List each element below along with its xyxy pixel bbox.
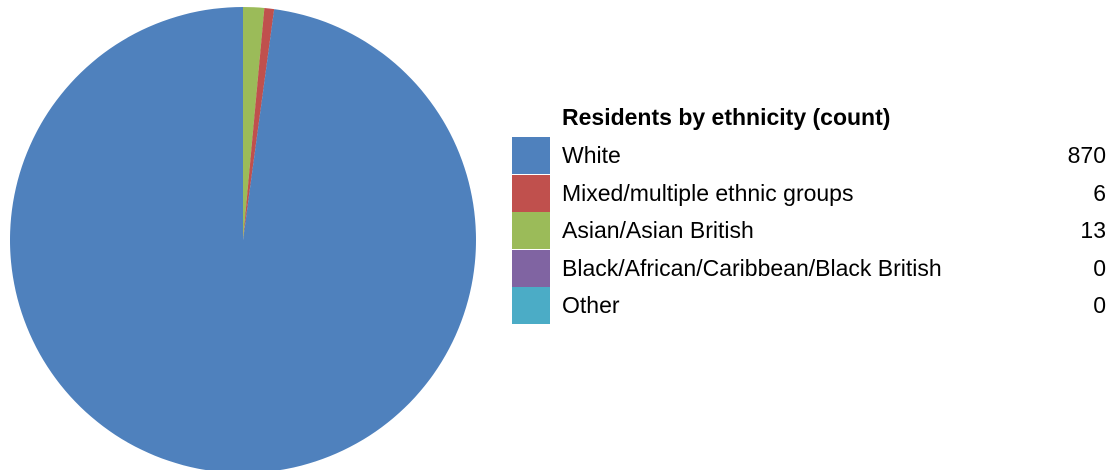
legend-value-asian: 13 <box>1080 217 1106 243</box>
legend-title: Residents by ethnicity (count) <box>562 104 891 130</box>
pie-slice-white <box>10 7 476 470</box>
chart-legend: Residents by ethnicity (count) White 870… <box>512 100 1112 340</box>
legend-value-black: 0 <box>1093 255 1106 281</box>
legend-label-mixed: Mixed/multiple ethnic groups <box>562 180 854 206</box>
legend-label-asian: Asian/Asian British <box>562 217 754 243</box>
legend-item-mixed: Mixed/multiple ethnic groups 6 <box>512 175 1106 212</box>
legend-swatch-other <box>512 287 550 324</box>
legend-label-black: Black/African/Caribbean/Black British <box>562 255 942 281</box>
pie-slice-asian-asian-british <box>243 7 265 240</box>
legend-item-other: Other 0 <box>512 287 1106 324</box>
pie-chart <box>10 7 476 470</box>
legend-swatch-mixed <box>512 175 550 212</box>
legend-value-mixed: 6 <box>1093 180 1106 206</box>
legend-value-other: 0 <box>1093 292 1106 318</box>
legend-swatch-white <box>512 137 550 174</box>
legend-item-asian: Asian/Asian British 13 <box>512 212 1106 249</box>
legend-item-white: White 870 <box>512 137 1106 174</box>
legend-swatch-black <box>512 250 550 287</box>
legend-label-other: Other <box>562 292 620 318</box>
legend-item-black: Black/African/Caribbean/Black British 0 <box>512 250 1106 287</box>
pie-slice-mixed-multiple-ethnic-groups <box>243 7 275 241</box>
legend-value-white: 870 <box>1067 142 1106 168</box>
legend-label-white: White <box>562 142 621 168</box>
legend-swatch-asian <box>512 212 550 249</box>
